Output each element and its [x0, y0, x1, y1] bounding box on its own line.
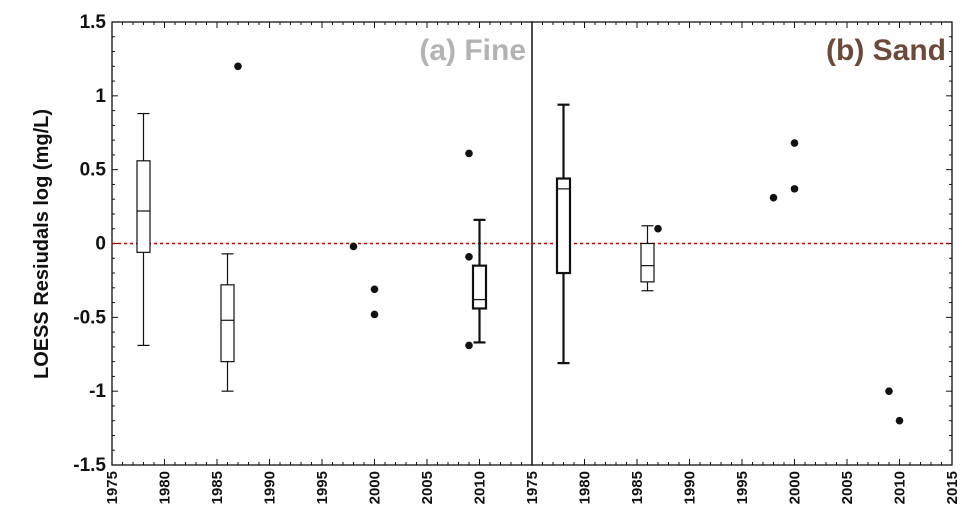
- y-tick-label: 0.5: [80, 160, 107, 181]
- panels: 1975 1980 1985 1990 1995 2000 2005 2010 -1.5 -1 -0…: [73, 12, 961, 504]
- box-iqr: [220, 284, 235, 363]
- x-tick-label: 1980: [577, 471, 594, 504]
- data-point: [885, 387, 893, 395]
- x-tick-label: 1985: [629, 471, 646, 504]
- data-point: [790, 185, 799, 193]
- x-tick-label: 2015: [944, 471, 961, 504]
- panel-title: (b) Sand: [826, 34, 946, 67]
- x-tick-label: 1980: [157, 471, 174, 504]
- y-tick-label: -0.5: [73, 307, 106, 328]
- x-tick-label: 1985: [209, 471, 226, 504]
- data-point: [769, 193, 778, 202]
- x-tick-label: 1995: [734, 471, 751, 504]
- x-tick-label: 1995: [314, 471, 331, 504]
- x-tick-label: 1990: [262, 471, 279, 504]
- panel-b: 1975 1980 1985 1990 1995 2000 2005 2010 2015 (b) …: [524, 21, 961, 504]
- x-tick-label: 2000: [787, 471, 804, 504]
- y-tick-label: -1: [89, 381, 106, 402]
- y-tick-label: 1: [95, 86, 106, 107]
- data-point: [465, 149, 473, 158]
- x-tick-label: 2005: [839, 471, 856, 504]
- x-tick-label: 2000: [367, 471, 384, 504]
- box-1986: [220, 253, 235, 392]
- data-point: [370, 310, 379, 319]
- data-point: [465, 252, 473, 261]
- x-tick-label: 1990: [682, 471, 699, 504]
- box-iqr: [555, 177, 572, 275]
- data-point: [370, 285, 379, 294]
- data-point: [234, 62, 242, 71]
- box-iqr: [471, 264, 488, 310]
- box-2010: [471, 218, 488, 344]
- box-1978: [555, 103, 572, 365]
- x-tick-label: 1975: [524, 471, 541, 504]
- x-tick-label: 2010: [472, 471, 489, 504]
- panel-a: 1975 1980 1985 1990 1995 2000 2005 2010 -1.5 -1 -0…: [73, 12, 533, 504]
- x-tick-label: 1975: [104, 471, 121, 504]
- box-1978: [136, 112, 151, 346]
- y-tick-label: -1.5: [73, 455, 106, 476]
- x-tick-label: 2010: [892, 471, 909, 504]
- data-point: [349, 242, 358, 251]
- y-tick-label: 1.5: [80, 12, 107, 33]
- y-tick-label: 0: [95, 234, 106, 255]
- panel-title: (a) Fine: [419, 34, 526, 67]
- box-iqr: [136, 160, 151, 253]
- data-point: [465, 341, 473, 350]
- box-1986: [640, 225, 655, 292]
- y-axis-label: LOESS Resiudals log (mg/L): [31, 109, 53, 379]
- data-point: [790, 139, 799, 147]
- box-iqr: [640, 242, 655, 283]
- data-point: [654, 224, 662, 233]
- x-tick-label: 2005: [419, 471, 436, 504]
- data-point: [895, 416, 904, 425]
